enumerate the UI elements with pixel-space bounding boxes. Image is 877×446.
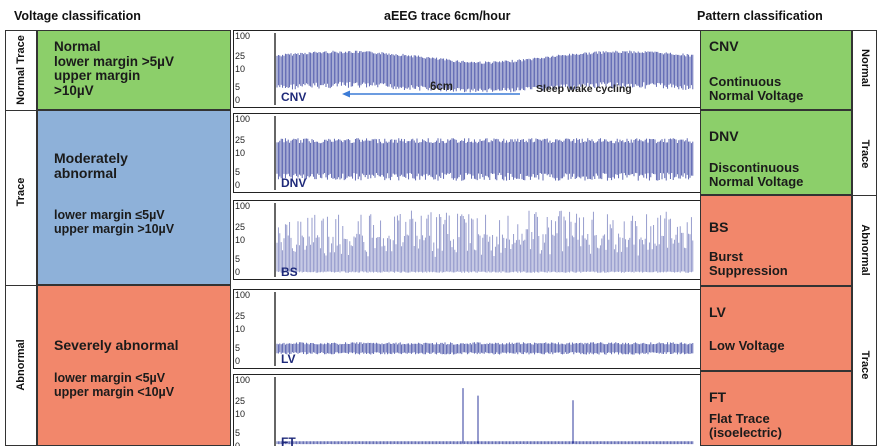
trace-cnv-signal	[276, 50, 694, 93]
trace-label-ft: FT	[281, 435, 296, 446]
right-label-trace-2: Trace	[859, 350, 871, 380]
trace-bs-signal	[276, 210, 694, 273]
trace-panel-ft: 100 25 10 5 0 FT	[233, 374, 702, 446]
pattern-box-ft: FT Flat Trace (isoelectric)	[700, 371, 852, 446]
voltage-box-moderately-abnormal: Moderately abnormal lower margin ≤5µV up…	[37, 110, 231, 285]
pattern-code-dnv: DNV	[709, 128, 739, 144]
right-label-column	[852, 30, 877, 446]
trace-label-dnv: DNV	[281, 176, 307, 190]
scale-arrow	[342, 90, 520, 98]
aeeg-trace-header: aEEG trace 6cm/hour	[384, 9, 511, 23]
trace-ft-signal	[276, 388, 694, 445]
trace-dnv-signal	[276, 138, 694, 181]
trace-lv-signal	[276, 342, 694, 355]
trace-panel-lv: 100 25 10 5 0 LV	[233, 289, 702, 369]
pattern-code-lv: LV	[709, 304, 726, 320]
pattern-code-bs: BS	[709, 219, 729, 235]
pattern-box-cnv: CNV Continuous Normal Voltage	[700, 30, 852, 110]
trace-plot-lv	[274, 292, 694, 366]
trace-panel-dnv: 100 25 10 5 0 DNV	[233, 113, 702, 193]
trace-panel-cnv: 100 25 10 5 0 CNV 6cm Sleep wake cycling	[233, 30, 702, 108]
right-label-trace-1: Trace	[859, 139, 871, 169]
left-label-trace: Trace	[15, 177, 27, 207]
trace-plot-dnv	[274, 116, 694, 190]
right-label-abnormal: Abnormal	[859, 224, 871, 276]
trace-label-bs: BS	[281, 265, 298, 279]
trace-label-lv: LV	[281, 352, 296, 366]
voltage-classification-header: Voltage classification	[14, 9, 141, 23]
pattern-classification-header: Pattern classification	[697, 9, 823, 23]
voltage-box-severely-abnormal: Severely abnormal lower margin <5µV uppe…	[37, 285, 231, 446]
voltage-box-normal: Normal lower margin >5µV upper margin >1…	[37, 30, 231, 110]
trace-plot-bs	[274, 203, 694, 277]
trace-label-cnv: CNV	[281, 90, 307, 104]
right-label-normal: Normal	[859, 49, 871, 87]
left-label-normal-trace: Normal Trace	[15, 35, 27, 105]
trace-plot-cnv	[274, 33, 694, 105]
sleep-wake-label: Sleep wake cycling	[536, 83, 632, 95]
trace-panel-bs: 100 25 10 5 0 BS	[233, 200, 702, 280]
pattern-box-bs: BS Burst Suppression	[700, 195, 852, 286]
trace-plot-ft	[274, 377, 694, 446]
left-label-column	[5, 30, 37, 446]
left-label-abnormal: Abnormal	[15, 339, 27, 391]
pattern-code-cnv: CNV	[709, 38, 739, 54]
pattern-box-dnv: DNV Discontinuous Normal Voltage	[700, 110, 852, 195]
pattern-box-lv: LV Low Voltage	[700, 286, 852, 371]
scale-label: 6cm	[430, 81, 454, 93]
pattern-code-ft: FT	[709, 389, 727, 405]
